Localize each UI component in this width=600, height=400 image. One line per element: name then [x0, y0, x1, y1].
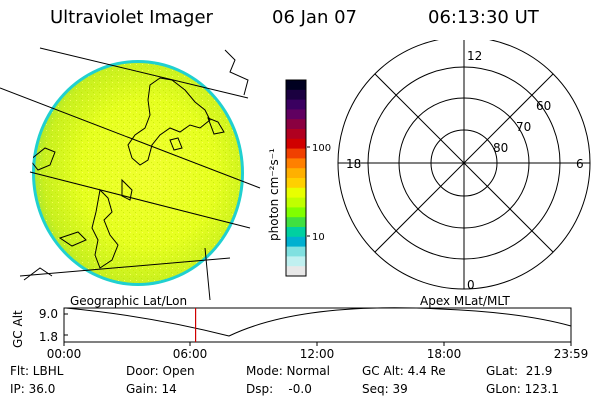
- altitude-curve: [65, 307, 572, 337]
- colorbar-block: [286, 236, 306, 248]
- colorbar-block: [286, 80, 306, 91]
- status-glon: GLon: 123.1: [486, 382, 559, 396]
- app-title: Ultraviolet Imager: [50, 7, 213, 28]
- colorbar-tick-100: 100: [312, 143, 331, 154]
- colorbar-block: [286, 266, 306, 277]
- colorbar-block: [286, 109, 306, 120]
- coastline-outside: [23, 49, 249, 281]
- polar-diagonal-2: [374, 73, 554, 253]
- status-gain: Gain: 14: [126, 382, 177, 396]
- status-door: Door: Open: [126, 364, 195, 378]
- colorbar-block: [286, 217, 306, 228]
- altitude-plot: GC Alt 9.0 1.8 00:00 06:00 12:00 18:00 2…: [11, 307, 589, 361]
- mlat-label-60: 60: [536, 99, 551, 113]
- colorbar-block: [286, 227, 306, 238]
- colorbar-unit-label: photon cm⁻²s⁻¹: [267, 148, 281, 241]
- apex-label: Apex MLat/MLT: [420, 294, 510, 308]
- colorbar-block: [286, 138, 306, 150]
- mlat-label-80: 80: [493, 141, 508, 155]
- mlat-label-70: 70: [516, 120, 531, 134]
- colorbar-block: [286, 89, 306, 101]
- colorbar-block: [286, 168, 306, 179]
- geographic-label: Geographic Lat/Lon: [70, 294, 188, 308]
- colorbar: 100 10 photon cm⁻²s⁻¹: [267, 79, 331, 277]
- time-tick-0600: 06:00: [173, 347, 208, 361]
- colorbar-block: [286, 158, 306, 169]
- status-gc-alt: GC Alt: 4.4 Re: [362, 364, 446, 378]
- time-tick-2359: 23:59: [554, 347, 589, 361]
- colorbar-block: [286, 99, 306, 110]
- time-tick-1200: 12:00: [300, 347, 335, 361]
- status-ip: IP: 36.0: [10, 382, 56, 396]
- altitude-axis-label: GC Alt: [11, 310, 25, 348]
- polar-plot: 12 18 6 0 60 70 80: [337, 40, 591, 292]
- geographic-image: [0, 47, 261, 300]
- status-dsp: Dsp: -0.0: [246, 382, 312, 396]
- time-label: 06:13:30 UT: [428, 7, 539, 28]
- status-seq: Seq: 39: [362, 382, 408, 396]
- colorbar-block: [286, 187, 306, 199]
- coastlines: [32, 77, 225, 269]
- colorbar-block: [286, 119, 306, 130]
- status-mode: Mode: Normal: [246, 364, 330, 378]
- colorbar-block: [286, 148, 306, 159]
- colorbar-block: [286, 207, 306, 218]
- colorbar-block: [286, 246, 306, 257]
- colorbar-block: [286, 178, 306, 189]
- time-tick-1800: 18:00: [427, 347, 462, 361]
- time-tick-0000: 00:00: [47, 347, 82, 361]
- status-glat: GLat: 21.9: [486, 364, 553, 378]
- altitude-tick-9: 9.0: [39, 307, 58, 321]
- mlt-label-6: 6: [576, 157, 584, 171]
- altitude-tick-1-8: 1.8: [39, 330, 58, 344]
- lat-lon-grid: [0, 47, 261, 300]
- date-label: 06 Jan 07: [272, 7, 357, 28]
- mlt-label-18: 18: [346, 157, 361, 171]
- colorbar-block: [286, 129, 306, 140]
- status-flt: Flt: LBHL: [10, 364, 64, 378]
- colorbar-tick-10: 10: [312, 232, 325, 243]
- mlt-label-12: 12: [467, 49, 482, 63]
- colorbar-gradient: [285, 79, 307, 277]
- colorbar-block: [286, 197, 306, 208]
- colorbar-block: [286, 256, 306, 267]
- mlt-label-0: 0: [467, 278, 475, 292]
